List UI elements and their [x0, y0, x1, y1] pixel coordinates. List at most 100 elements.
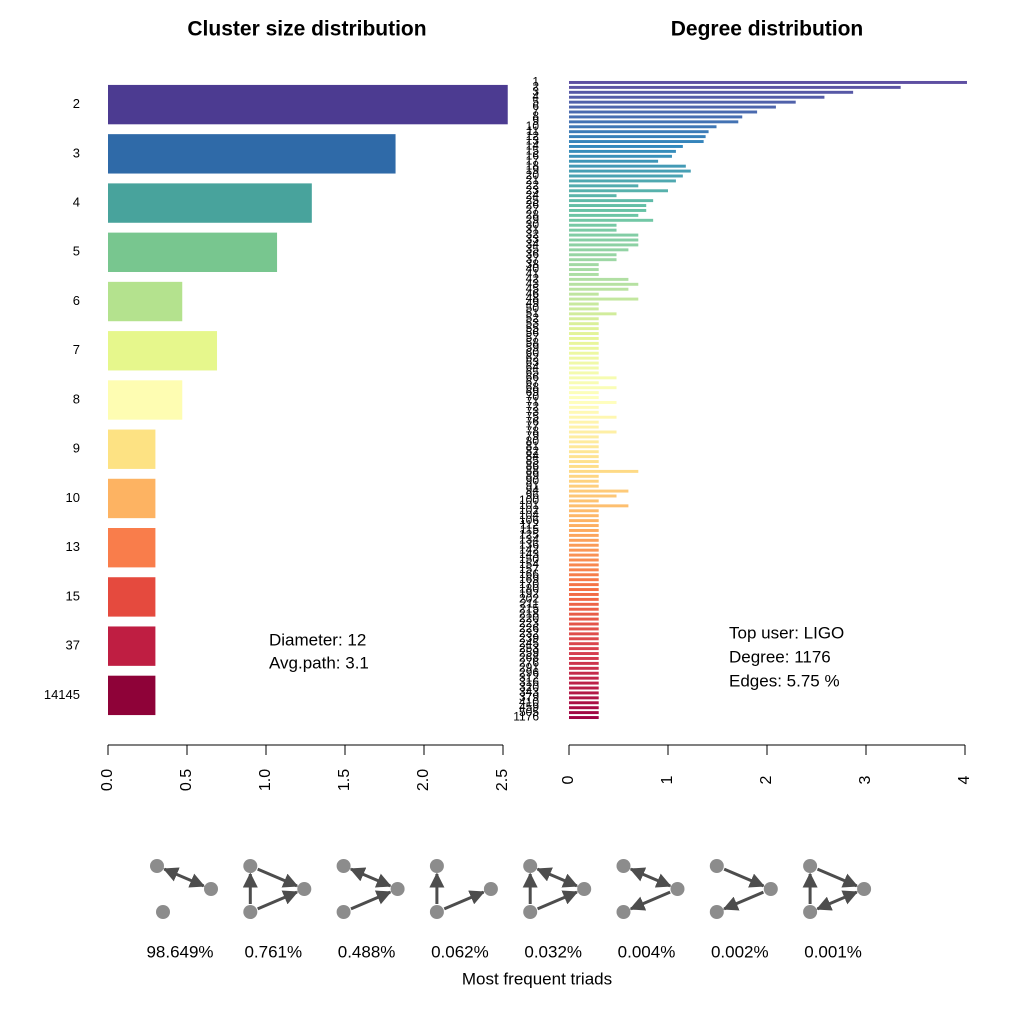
y-tick-label: 16: [526, 148, 540, 162]
bar: [569, 135, 706, 139]
x-tick-label: 4: [956, 775, 973, 784]
bar: [569, 312, 617, 316]
bar: [569, 302, 599, 306]
y-tick-label: 36: [526, 247, 540, 261]
bar: [569, 676, 599, 680]
bar: [569, 341, 599, 345]
triad-node: [243, 905, 258, 919]
chart-title: Degree distribution: [671, 18, 864, 41]
y-tick-label: 2: [532, 80, 539, 94]
y-tick-label: 22: [526, 178, 540, 192]
bar: [569, 420, 599, 424]
y-tick-label: 13: [66, 539, 80, 554]
bar: [108, 577, 156, 617]
y-tick-label: 64: [526, 360, 540, 374]
bar: [569, 149, 676, 153]
y-tick-label: 459: [519, 700, 539, 714]
triad-node: [577, 882, 592, 896]
y-tick-label: 142: [519, 542, 539, 556]
bar: [569, 277, 629, 281]
triad-edge: [629, 867, 672, 888]
y-tick-label: 28: [526, 208, 540, 222]
y-tick-label: 8: [73, 391, 80, 406]
bar: [569, 637, 599, 641]
chart-title: Cluster size distribution: [187, 18, 426, 41]
y-tick-label: 88: [526, 464, 540, 478]
bar: [569, 671, 599, 675]
bar: [569, 558, 599, 562]
bar: [569, 130, 709, 134]
y-tick-label: 106: [519, 513, 539, 527]
y-tick-label: 220: [519, 611, 539, 625]
bar: [569, 263, 599, 267]
bar: [569, 469, 639, 473]
bar: [569, 405, 599, 409]
bar: [569, 701, 599, 705]
triad-label: 0.001%: [804, 942, 862, 961]
bar: [569, 194, 617, 198]
triad-edge: [536, 867, 579, 888]
y-tick-label: 63: [526, 355, 540, 369]
y-tick-label: 85: [526, 454, 540, 468]
y-tick-label: 166: [519, 567, 539, 581]
y-tick-label: 57: [526, 331, 540, 345]
bar: [569, 228, 617, 232]
bar: [569, 691, 599, 695]
y-tick-label: 46: [526, 286, 540, 300]
bar: [569, 386, 617, 390]
y-tick-label: 43: [526, 276, 540, 290]
y-tick-label: 112: [520, 518, 539, 532]
bar: [108, 183, 312, 223]
triad-node: [429, 905, 444, 919]
y-tick-label: 12: [526, 129, 540, 143]
y-tick-label: 24: [526, 188, 540, 202]
triad-node: [709, 859, 724, 873]
bar: [569, 174, 683, 178]
y-tick-label: 65: [526, 365, 540, 379]
y-tick-label: 84: [526, 449, 540, 463]
triad-node: [156, 905, 170, 919]
bar: [569, 366, 599, 370]
bar: [569, 583, 599, 587]
y-tick-label: 11: [527, 124, 540, 138]
y-tick-label: 66: [526, 370, 540, 384]
bar: [569, 612, 599, 616]
y-tick-label: 42: [526, 272, 540, 286]
y-tick-label: 86: [526, 459, 540, 473]
y-tick-label: 68: [526, 380, 540, 394]
y-tick-label: 2: [73, 96, 80, 111]
y-tick-label: 312: [519, 670, 539, 684]
y-tick-label: 218: [519, 606, 539, 620]
y-tick-label: 71: [526, 395, 540, 409]
bar: [569, 656, 599, 660]
y-tick-label: 296: [519, 665, 539, 679]
bar: [569, 592, 599, 596]
bar: [108, 134, 396, 174]
bar: [569, 287, 629, 291]
bar: [569, 336, 599, 340]
bar: [569, 95, 825, 99]
y-tick-label: 102: [519, 503, 539, 517]
triad-edge: [723, 867, 765, 888]
triad-node: [803, 859, 818, 873]
y-tick-label: 38: [526, 257, 540, 271]
y-tick-label: 343: [519, 685, 539, 699]
annotation: Top user: LIGO: [729, 623, 844, 642]
bar: [569, 568, 599, 572]
bar: [569, 430, 617, 434]
y-tick-label: 192: [519, 587, 539, 601]
y-tick-label: 34: [526, 237, 540, 251]
y-tick-label: 14145: [44, 687, 80, 702]
y-tick-label: 104: [519, 508, 539, 522]
bar: [569, 371, 599, 375]
bar: [569, 272, 599, 276]
y-tick-label: 77: [526, 419, 540, 433]
bar: [569, 553, 599, 557]
y-tick-label: 253: [519, 641, 539, 655]
y-tick-label: 50: [526, 301, 540, 315]
y-tick-label: 73: [526, 404, 540, 418]
y-tick-label: 76: [526, 414, 540, 428]
bar: [569, 268, 599, 272]
bar: [569, 514, 599, 518]
bar: [569, 686, 599, 690]
